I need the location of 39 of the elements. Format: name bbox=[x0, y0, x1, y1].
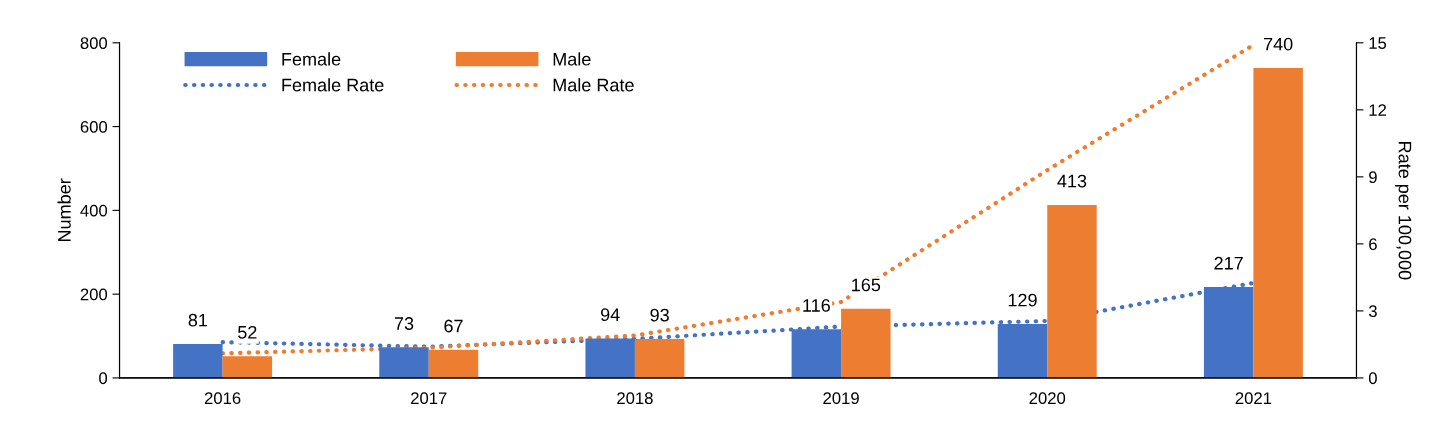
legend-label: Male Rate bbox=[553, 78, 634, 92]
data-label: 413 bbox=[1057, 174, 1087, 188]
legend-label: Male bbox=[553, 52, 591, 66]
y2-tick-label: 12 bbox=[1369, 104, 1386, 116]
data-label: 116 bbox=[803, 299, 830, 312]
data-label: 81 bbox=[188, 313, 208, 327]
x-tick-label: 2016 bbox=[204, 392, 241, 405]
data-label: 94 bbox=[600, 308, 620, 322]
x-tick-label: 2019 bbox=[823, 392, 859, 405]
data-label: 93 bbox=[650, 308, 669, 322]
legend-label: Female Rate bbox=[282, 78, 384, 92]
y-tick-label: 400 bbox=[80, 204, 108, 217]
data-label: 67 bbox=[444, 319, 463, 333]
bar bbox=[1253, 67, 1303, 378]
x-tick-label: 2021 bbox=[1235, 392, 1272, 405]
y-tick-label: 800 bbox=[80, 37, 108, 49]
data-label: 740 bbox=[1264, 37, 1293, 51]
y-tick-label: 600 bbox=[80, 120, 108, 133]
y-tick-label: 0 bbox=[99, 372, 108, 385]
data-label: 52 bbox=[238, 325, 257, 339]
y2-tick-label: 15 bbox=[1369, 37, 1387, 49]
y2-tick-label: 9 bbox=[1369, 171, 1377, 184]
y2-tick-label: 3 bbox=[1368, 305, 1377, 318]
bar bbox=[1047, 204, 1097, 378]
data-label: 165 bbox=[852, 278, 881, 292]
y2-axis-title: Rate per 100,000 bbox=[1394, 142, 1412, 280]
data-label: 129 bbox=[1008, 293, 1037, 307]
y2-tick-label: 0 bbox=[1368, 372, 1377, 385]
bar bbox=[634, 338, 685, 378]
y-tick-label: 200 bbox=[80, 288, 108, 301]
data-label: 73 bbox=[394, 317, 414, 330]
legend-label: Female bbox=[282, 52, 341, 66]
data-label: 217 bbox=[1214, 256, 1243, 270]
y-axis-title: Number bbox=[57, 178, 71, 241]
x-tick-label: 2017 bbox=[411, 392, 447, 405]
bar bbox=[841, 308, 891, 378]
x-tick-label: 2018 bbox=[617, 392, 653, 405]
y2-tick-label: 6 bbox=[1369, 238, 1377, 251]
x-tick-label: 2020 bbox=[1029, 392, 1066, 405]
